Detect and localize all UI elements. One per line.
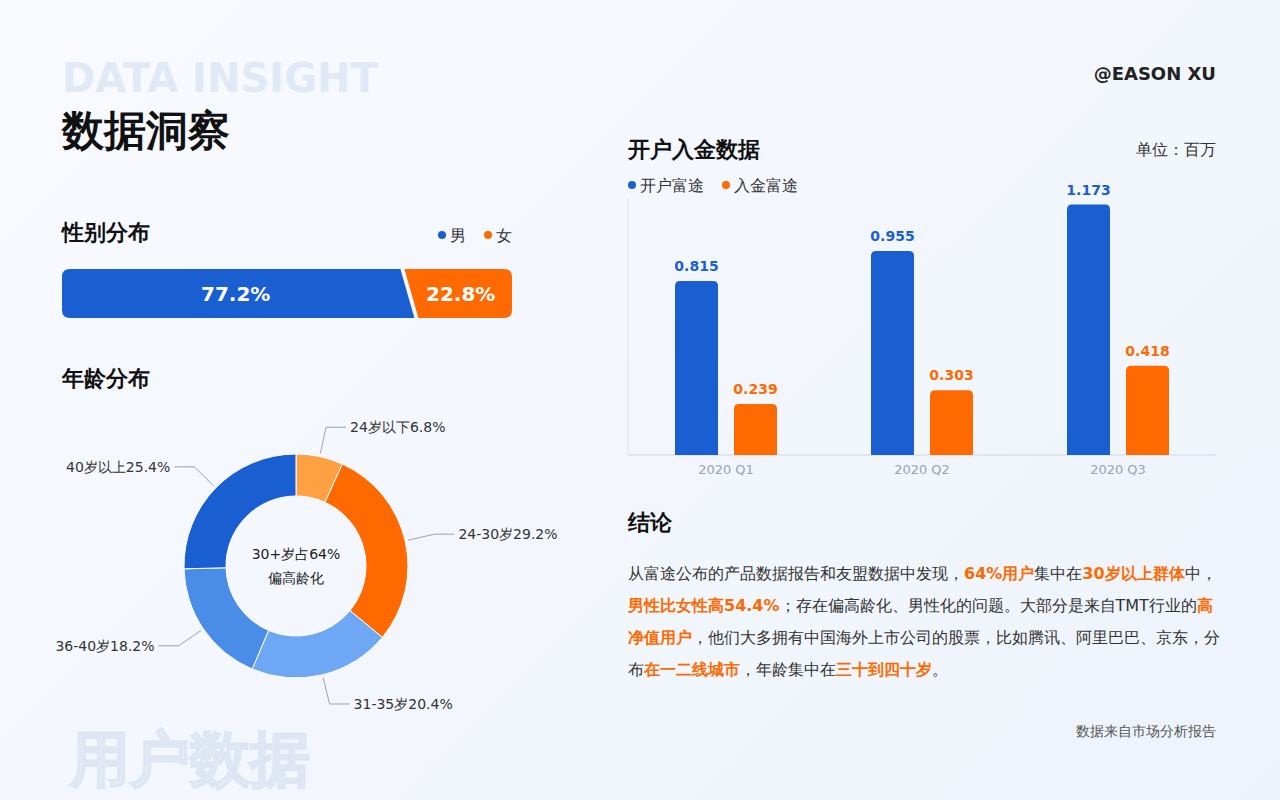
body-text: 中，: [1185, 564, 1217, 583]
data-label: 0.815: [674, 258, 718, 274]
bar: [675, 281, 718, 455]
slice-value: 6.8%: [410, 419, 446, 435]
slice-category: 31-35岁: [354, 696, 409, 712]
chart-title: 年龄分布: [61, 366, 150, 391]
highlight-text: 30岁以上群体: [1082, 564, 1184, 583]
x-tick-label: 2020 Q1: [698, 462, 754, 477]
highlight-text: 三十到四十岁: [836, 660, 932, 679]
legend-swatch: [722, 181, 730, 189]
leader-line: [408, 534, 454, 540]
data-label: 0.418: [1125, 343, 1169, 359]
source-note: 数据来自市场分析报告: [1076, 723, 1216, 739]
slice-value: 18.2%: [110, 638, 154, 654]
page-title: 数据洞察: [61, 106, 230, 155]
section-title: 结论: [627, 510, 673, 535]
legend-label: 女: [496, 226, 512, 245]
bar-group: [62, 269, 512, 318]
bar: [1126, 366, 1169, 455]
conclusion-text: 从富途公布的产品数据报告和友盟数据中发现，64%用户集中在30岁以上群体中， 男性…: [628, 558, 1220, 686]
body-text: 集中在: [1034, 564, 1082, 583]
data-label: 0.239: [733, 381, 777, 397]
bar: [930, 390, 973, 455]
bars: [675, 205, 1169, 455]
x-tick-label: 2020 Q3: [1090, 462, 1146, 477]
slice-value: 25.4%: [126, 459, 170, 475]
watermark: 用户数据: [69, 724, 310, 794]
slice-label: 24-30岁29.2%: [458, 526, 557, 542]
slice-value: 29.2%: [513, 526, 557, 542]
bar-segment: [404, 269, 512, 318]
bar: [871, 251, 914, 455]
data-label: 22.8%: [426, 282, 495, 306]
slice-category: 36-40岁: [55, 638, 110, 654]
slice-label: 31-35岁20.4%: [354, 696, 453, 712]
y-axis-line: [628, 199, 629, 455]
center-annotation: 偏高龄化: [268, 570, 324, 586]
x-tick-label: 2020 Q2: [894, 462, 950, 477]
legend-label: 开户富途: [640, 176, 704, 195]
legend-swatch: [438, 231, 446, 239]
slice: [184, 568, 269, 669]
bar-segment: [62, 269, 414, 318]
highlight-text: 男性比女性高54.4%: [628, 596, 780, 615]
body-text: 从富途公布的产品数据报告和友盟数据中发现，: [628, 564, 964, 583]
data-label: 1.173: [1066, 182, 1110, 198]
leader-line: [320, 427, 346, 453]
body-text: 。: [932, 660, 948, 679]
leader-line: [159, 631, 201, 646]
leader-line: [323, 678, 349, 704]
highlight-text: 在一二线城市: [644, 660, 740, 679]
bar: [734, 404, 777, 455]
slice-label: 24岁以下6.8%: [350, 419, 445, 435]
page: DATA INSIGHT 数据洞察 @EASON XU 用户数据 数据来自市场分析报告 性…: [0, 0, 1280, 800]
chart-title: 性别分布: [60, 220, 150, 245]
slice-label: 36-40岁18.2%: [55, 638, 154, 654]
legend-label: 男: [450, 226, 466, 245]
author: @EASON XU: [1094, 63, 1216, 84]
body-text: ；存在偏高龄化、男性化的问题。大部分是来自TMT行业的: [780, 596, 1197, 615]
data-label: 0.303: [929, 367, 973, 383]
data-label: 77.2%: [201, 282, 270, 306]
slice-label: 40岁以上25.4%: [66, 459, 170, 475]
bar: [1067, 205, 1110, 455]
watermark: DATA INSIGHT: [62, 55, 378, 101]
slice-category: 24岁以下: [350, 419, 410, 435]
data-label: 0.955: [870, 228, 914, 244]
body-text: ，年龄集中在: [740, 660, 836, 679]
canvas: DATA INSIGHT 数据洞察 @EASON XU 用户数据 数据来自市场分析报告 性…: [0, 0, 1280, 800]
center-annotation: 30+岁占64%: [252, 546, 341, 562]
chart-title: 开户入金数据: [627, 137, 760, 162]
leader-line: [174, 467, 213, 486]
slice-value: 20.4%: [408, 696, 452, 712]
slice-category: 24-30岁: [458, 526, 513, 542]
slice-category: 40岁以上: [66, 459, 126, 475]
legend-swatch: [628, 181, 636, 189]
chart-subtitle: 单位：百万: [1136, 140, 1216, 159]
legend-swatch: [484, 231, 492, 239]
highlight-text: 64%用户: [964, 564, 1034, 583]
slice: [252, 611, 382, 678]
legend-label: 入金富途: [734, 176, 798, 195]
slices: [184, 454, 408, 678]
